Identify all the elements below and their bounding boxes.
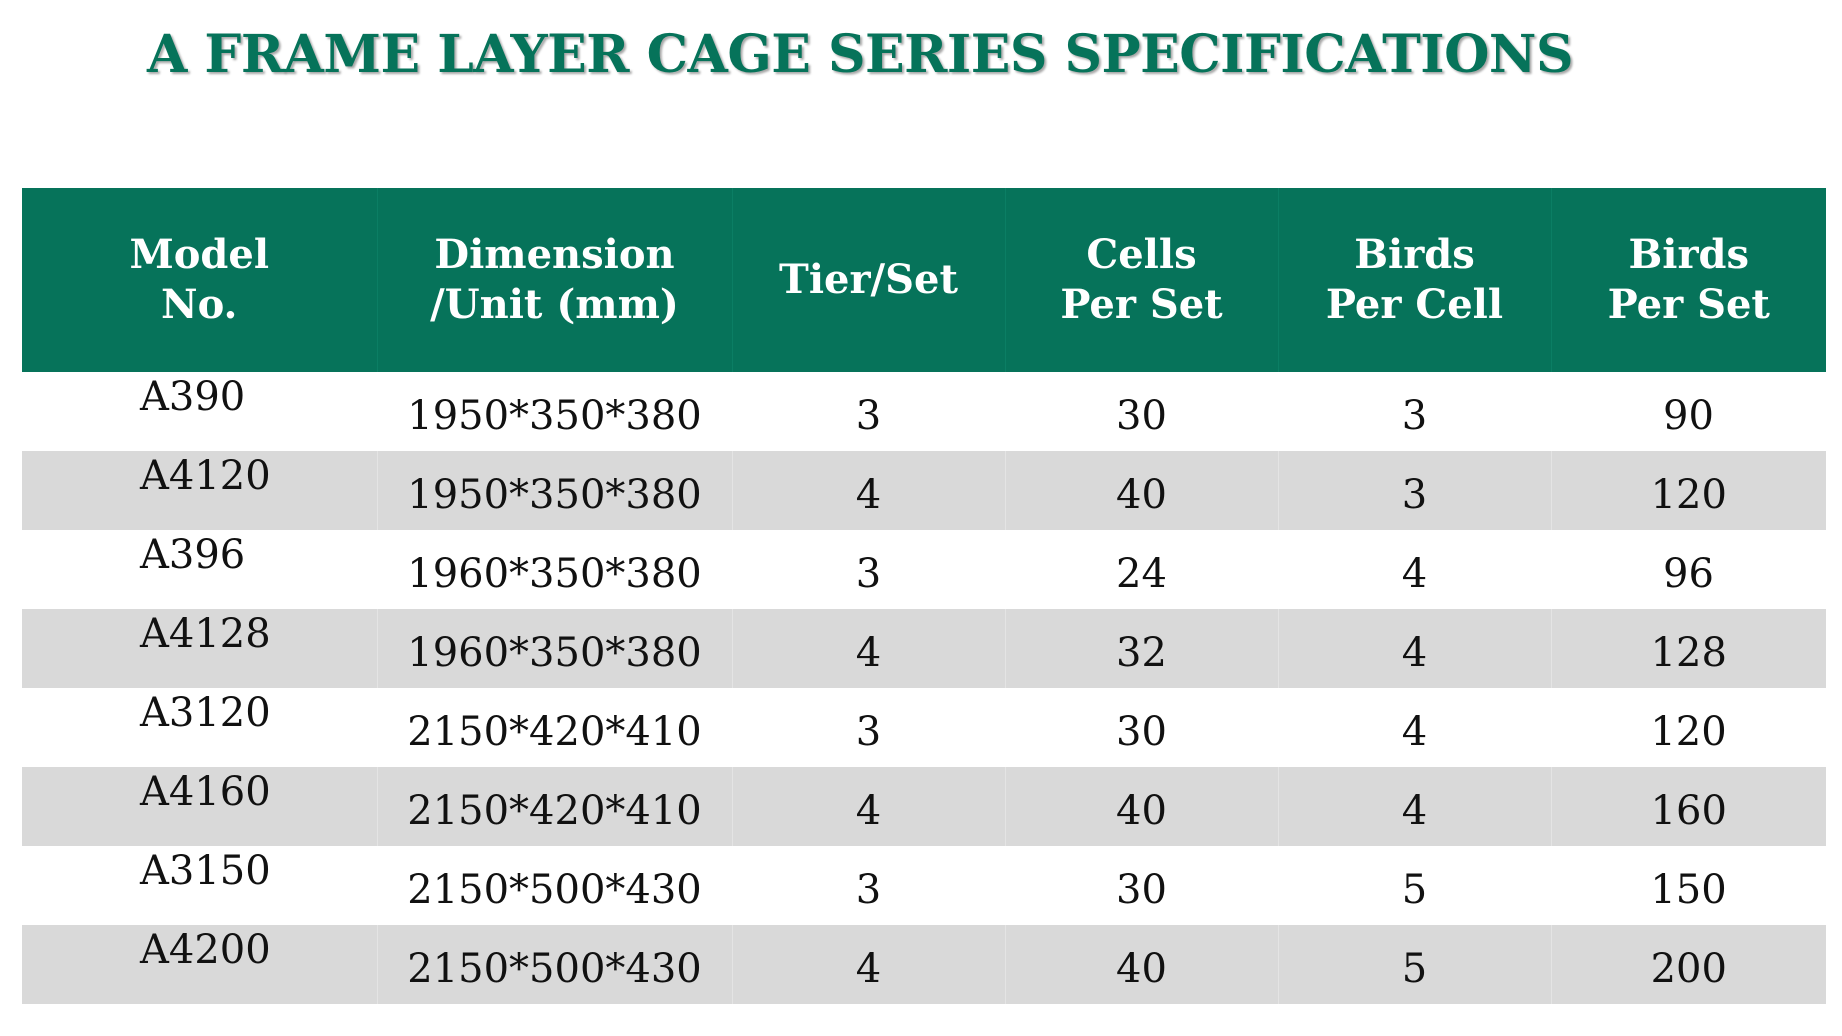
table-row: A390 1950*350*380 3 30 3 90 — [22, 372, 1826, 451]
cell-model-no: A4120 — [22, 451, 377, 530]
page-title: A FRAME LAYER CAGE SERIES SPECIFICATIONS — [146, 24, 1574, 85]
header-birds-per-set: Birds Per Set — [1551, 188, 1826, 372]
table-row: A396 1960*350*380 3 24 4 96 — [22, 530, 1826, 609]
header-line: Cells — [1086, 231, 1197, 278]
header-line: Per Set — [1607, 281, 1770, 328]
cell-birds-per-set: 200 — [1550, 925, 1826, 1004]
header-line: Birds — [1628, 231, 1750, 278]
header-cells-per-set: Cells Per Set — [1005, 188, 1279, 372]
cell-dimension: 1950*350*380 — [407, 393, 702, 439]
cell-birds-per-cell: 5 — [1401, 867, 1428, 913]
cell-model-no: A4160 — [22, 767, 377, 846]
table-header: Model No. Dimension /Unit (mm) Tier/Set … — [22, 188, 1826, 372]
cell-tier-set: 3 — [855, 867, 882, 913]
cell-birds-per-set: 160 — [1550, 767, 1826, 846]
header-model-no: Model No. — [22, 188, 378, 372]
cell-dimension: 2150*500*430 — [407, 867, 702, 913]
cell-birds-per-cell: 3 — [1401, 393, 1428, 439]
header-line: /Unit (mm) — [430, 281, 679, 328]
header-line: Tier/Set — [779, 256, 958, 303]
cell-dimension: 2150*500*430 — [376, 925, 732, 1004]
table-row: A4200 2150*500*430 4 40 5 200 — [22, 925, 1826, 1004]
header-line: Model — [129, 231, 270, 278]
header-line: Per Cell — [1325, 281, 1504, 328]
cell-tier-set: 3 — [855, 551, 882, 597]
table-row: A3150 2150*500*430 3 30 5 150 — [22, 846, 1826, 925]
cell-model-no: A390 — [140, 374, 246, 420]
cell-dimension: 1950*350*380 — [376, 451, 732, 530]
header-line: Dimension — [434, 231, 675, 278]
cell-cells-per-set: 24 — [1116, 551, 1167, 597]
header-tier-set: Tier/Set — [732, 188, 1006, 372]
table-row: A3120 2150*420*410 3 30 4 120 — [22, 688, 1826, 767]
header-line: No. — [161, 281, 238, 328]
table-row: A4128 1960*350*380 4 32 4 128 — [22, 609, 1826, 688]
header-line: Birds — [1354, 231, 1475, 278]
cell-cells-per-set: 40 — [1004, 925, 1278, 1004]
cell-birds-per-set: 90 — [1663, 393, 1714, 439]
cell-birds-per-cell: 5 — [1277, 925, 1551, 1004]
cell-dimension: 1960*350*380 — [407, 551, 702, 597]
specifications-table: Model No. Dimension /Unit (mm) Tier/Set … — [22, 188, 1826, 1004]
cell-birds-per-cell: 4 — [1401, 709, 1428, 755]
cell-birds-per-cell: 4 — [1401, 551, 1428, 597]
cell-dimension: 2150*420*410 — [376, 767, 732, 846]
cell-birds-per-cell: 4 — [1277, 767, 1551, 846]
cell-tier-set: 3 — [855, 709, 882, 755]
cell-model-no: A396 — [140, 532, 246, 578]
header-line: Per Set — [1060, 281, 1223, 328]
table-row: A4160 2150*420*410 4 40 4 160 — [22, 767, 1826, 846]
table-row: A4120 1950*350*380 4 40 3 120 — [22, 451, 1826, 530]
cell-cells-per-set: 40 — [1004, 767, 1278, 846]
cell-dimension: 1960*350*380 — [376, 609, 732, 688]
header-row: Model No. Dimension /Unit (mm) Tier/Set … — [22, 188, 1826, 372]
header-birds-per-cell: Birds Per Cell — [1278, 188, 1552, 372]
cell-birds-per-set: 150 — [1650, 867, 1727, 913]
cell-birds-per-set: 120 — [1650, 709, 1727, 755]
cell-birds-per-set: 120 — [1550, 451, 1826, 530]
cell-birds-per-cell: 4 — [1277, 609, 1551, 688]
cell-cells-per-set: 32 — [1004, 609, 1278, 688]
cell-birds-per-set: 96 — [1663, 551, 1714, 597]
header-dimension: Dimension /Unit (mm) — [377, 188, 733, 372]
cell-tier-set: 4 — [731, 451, 1005, 530]
cell-birds-per-cell: 3 — [1277, 451, 1551, 530]
cell-model-no: A4200 — [22, 925, 377, 1004]
cell-tier-set: 4 — [731, 609, 1005, 688]
cell-cells-per-set: 30 — [1116, 709, 1167, 755]
table-body: A390 1950*350*380 3 30 3 90 A4120 1950*3… — [22, 372, 1826, 1004]
cell-model-no: A3150 — [140, 848, 271, 894]
cell-cells-per-set: 30 — [1116, 393, 1167, 439]
cell-model-no: A4128 — [22, 609, 377, 688]
cell-dimension: 2150*420*410 — [407, 709, 702, 755]
cell-model-no: A3120 — [140, 690, 271, 736]
cell-tier-set: 3 — [855, 393, 882, 439]
cell-tier-set: 4 — [731, 925, 1005, 1004]
cell-tier-set: 4 — [731, 767, 1005, 846]
cell-cells-per-set: 40 — [1004, 451, 1278, 530]
cell-cells-per-set: 30 — [1116, 867, 1167, 913]
cell-birds-per-set: 128 — [1550, 609, 1826, 688]
